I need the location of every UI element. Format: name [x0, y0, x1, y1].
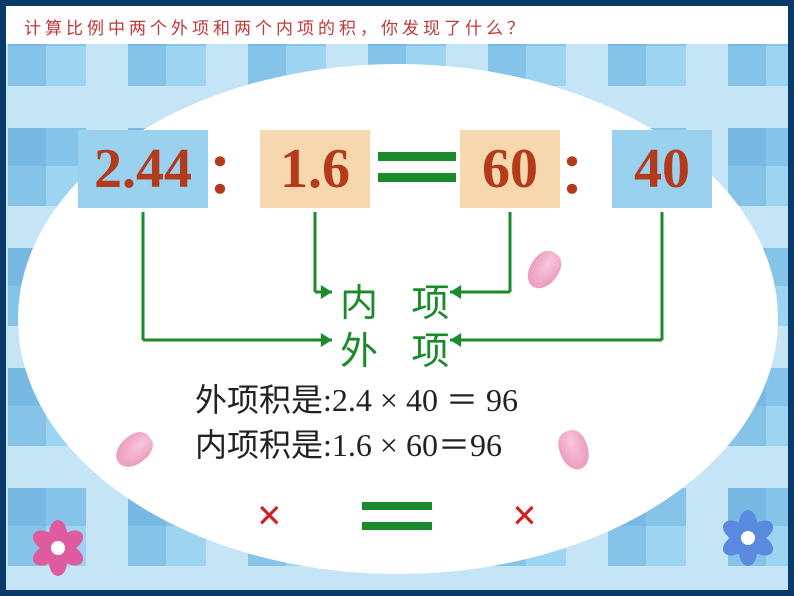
calc-line-2: 内项积是:1.6 × 60＝96: [195, 423, 518, 468]
outer-right-box: 40: [612, 130, 712, 208]
colon-1: ：: [214, 130, 254, 208]
inner-right-box: 60: [460, 130, 560, 208]
calc1-expr: 2.4 × 40 ＝ 96: [332, 382, 518, 418]
flower-decoration: [720, 510, 776, 566]
outer-right-value: 40: [634, 137, 690, 201]
outer-left-box: 2.44: [78, 130, 208, 208]
bottom-x-left: ×: [257, 490, 282, 541]
equals-bars: [378, 152, 456, 182]
colon-2: ：: [566, 130, 606, 208]
bottom-equals: [362, 502, 432, 530]
bottom-summary: × ×: [0, 490, 794, 541]
calculation-block: 外项积是:2.4 × 40 ＝ 96 内项积是:1.6 × 60＝96: [195, 378, 518, 468]
inner-left-value: 1.6: [280, 137, 350, 201]
flower-decoration: [30, 520, 86, 576]
inner-term-label: 内 项: [340, 272, 462, 327]
outer-term-label: 外 项: [340, 320, 462, 375]
bottom-x-right: ×: [512, 490, 537, 541]
page-title: 计算比例中两个外项和两个内项的积，你发现了什么？: [0, 0, 794, 44]
calc2-expr: 1.6 × 60＝96: [332, 427, 502, 463]
diagram-stage: 2.44 ： 1.6 60 ： 40 内 项 外 项 外项积是:2.4 × 40…: [0, 0, 794, 596]
calc-line-1: 外项积是:2.4 × 40 ＝ 96: [195, 378, 518, 423]
calc2-label: 内项积是:: [195, 427, 332, 463]
inner-right-value: 60: [482, 137, 538, 201]
outer-left-display: 2.44: [94, 137, 192, 201]
calc1-label: 外项积是:: [195, 382, 332, 418]
inner-left-box: 1.6: [260, 130, 370, 208]
title-text: 计算比例中两个外项和两个内项的积，你发现了什么？: [24, 19, 528, 38]
